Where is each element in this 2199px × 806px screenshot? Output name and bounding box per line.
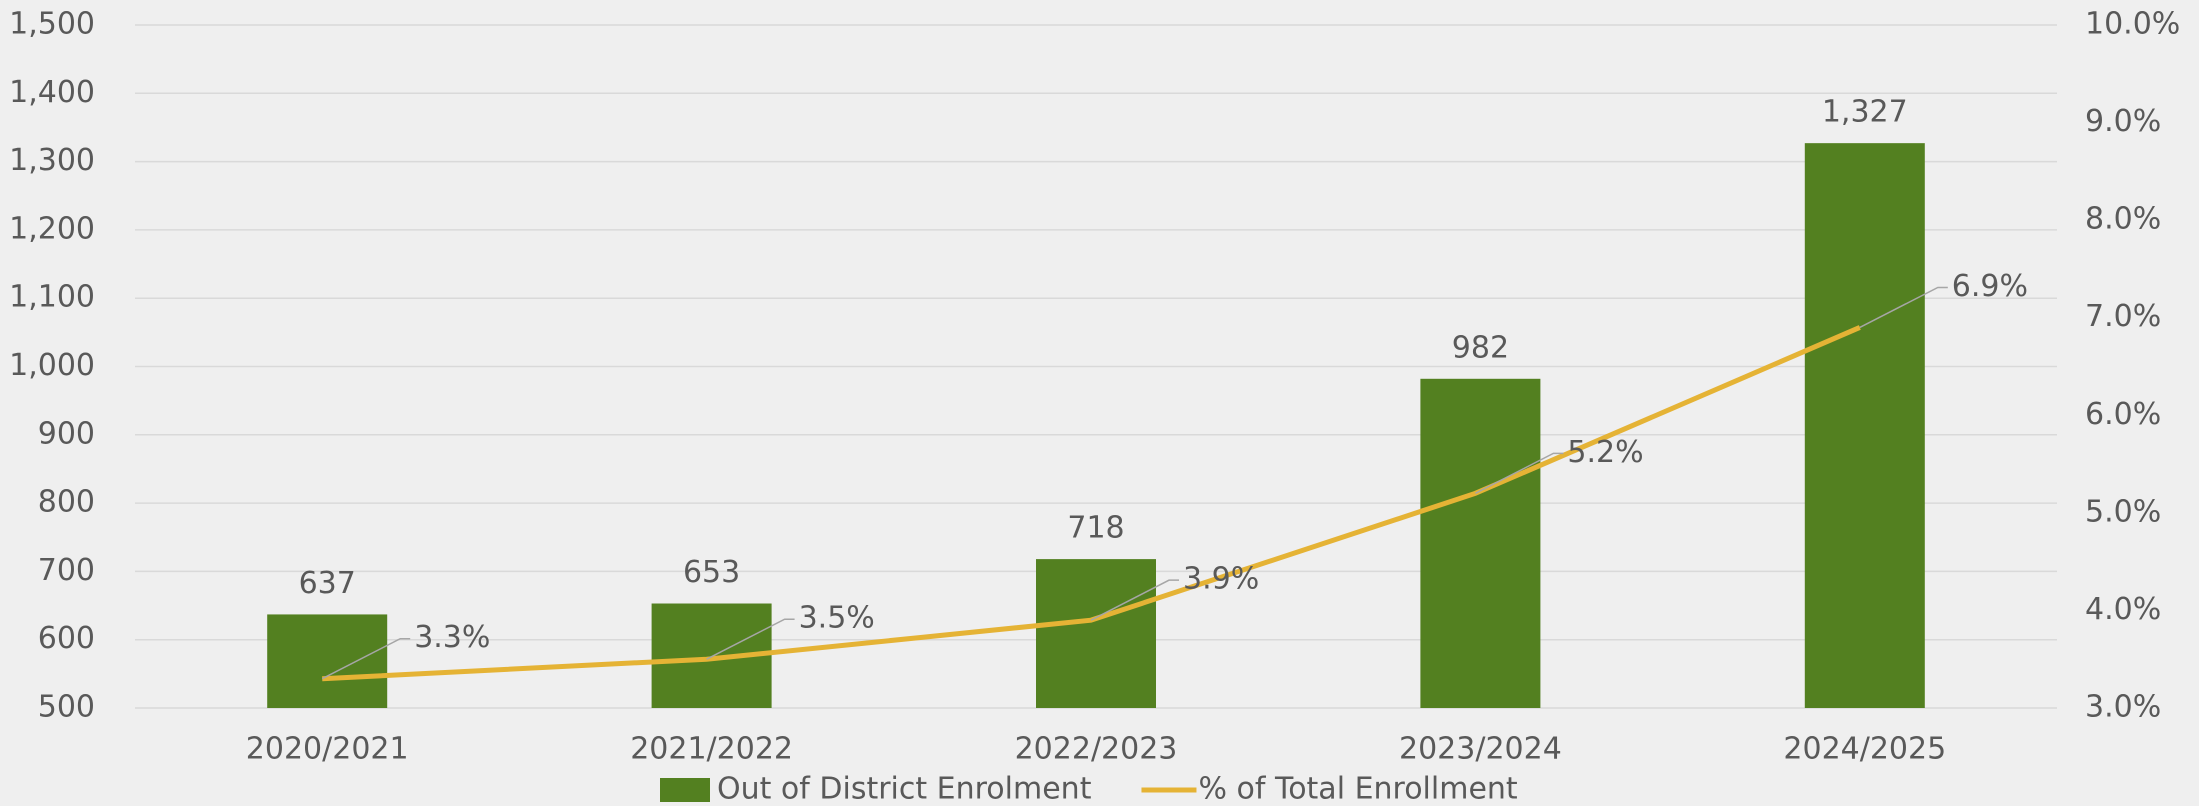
line-value-label: 3.9% [1183,562,1259,597]
y-tick-label: 900 [38,416,95,451]
y2-tick-label: 7.0% [2085,299,2161,334]
leader-line [1475,452,1564,495]
y-tick-label: 1,500 [9,7,95,42]
y2-tick-label: 4.0% [2085,592,2161,627]
line-value-label: 3.5% [799,601,875,636]
y-tick-label: 1,200 [9,211,95,246]
y2-tick-label: 5.0% [2085,494,2161,529]
line-value-label: 5.2% [1567,435,1643,470]
y2-tick-label: 9.0% [2085,104,2161,139]
legend-label: % of Total Enrollment [1198,772,1517,803]
y-tick-label: 600 [38,621,95,656]
line-value-label: 6.9% [1952,269,2028,304]
y2-tick-label: 3.0% [2085,690,2161,725]
bar [1420,378,1541,708]
y-tick-label: 1,100 [9,280,95,315]
bar-value-label: 1,327 [1822,95,1908,130]
bar-value-label: 653 [683,555,740,590]
y-tick-label: 1,400 [9,75,95,110]
legend-label: Out of District Enrolment [717,772,1092,803]
bar [267,614,388,708]
legend-swatch [660,778,710,802]
y-tick-label: 500 [38,690,95,725]
y-tick-label: 700 [38,553,95,588]
leader-line [321,637,411,680]
bar-value-label: 982 [1452,330,1509,365]
y-tick-label: 800 [38,485,95,520]
y2-tick-label: 10.0% [2085,7,2180,42]
x-tick-label: 2020/2021 [246,732,409,767]
leader-line [1090,579,1179,621]
bar [1036,559,1156,708]
y-tick-label: 1,000 [9,348,95,383]
x-tick-label: 2021/2022 [630,732,793,767]
leader-line [706,618,795,660]
y-tick-label: 1,300 [9,143,95,178]
x-tick-label: 2022/2023 [1015,732,1178,767]
x-tick-label: 2024/2025 [1783,732,1946,767]
bar-value-label: 718 [1067,511,1124,546]
line-value-label: 3.3% [414,620,490,655]
x-tick-label: 2023/2024 [1399,732,1562,767]
bar-value-label: 637 [299,566,356,601]
y2-tick-label: 8.0% [2085,202,2161,237]
bar [1804,143,1925,708]
y2-tick-label: 6.0% [2085,397,2161,432]
leader-line [1859,286,1948,329]
